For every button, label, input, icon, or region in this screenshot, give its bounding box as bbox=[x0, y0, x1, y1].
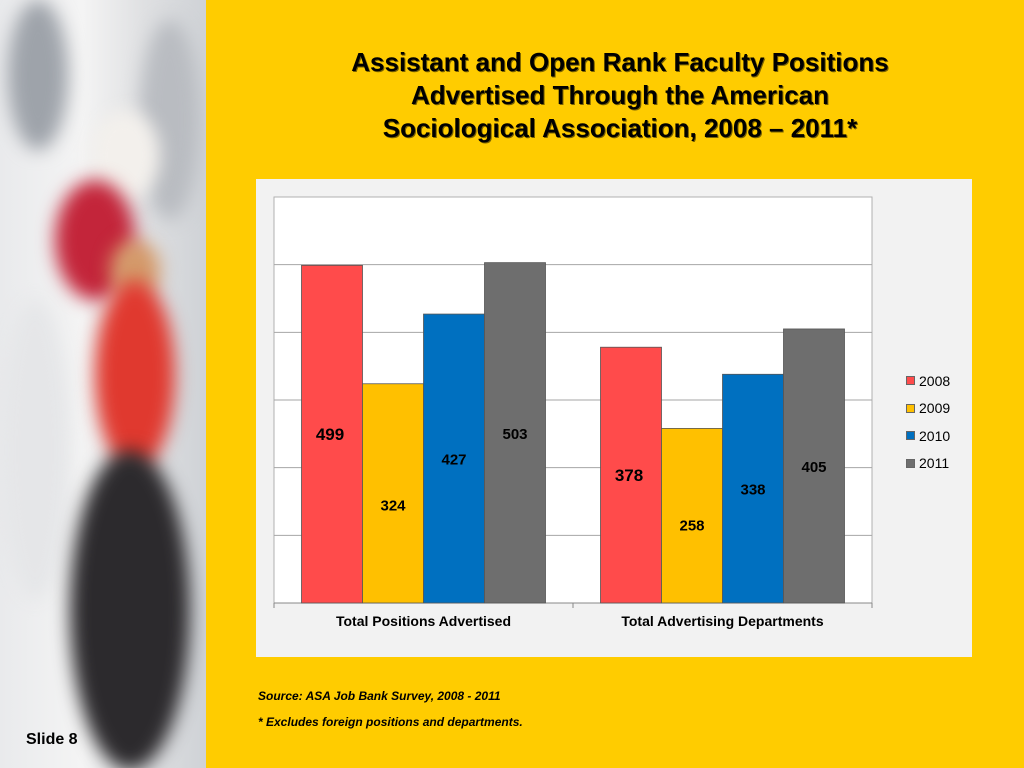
legend-item: 2010 bbox=[906, 422, 950, 450]
legend-label: 2008 bbox=[919, 373, 950, 389]
photo-blur-shape bbox=[8, 0, 68, 150]
source-note: Source: ASA Job Bank Survey, 2008 - 2011 bbox=[258, 689, 501, 703]
data-label: 499 bbox=[316, 425, 344, 444]
slide-number: Slide 8 bbox=[26, 731, 78, 749]
data-label: 503 bbox=[502, 426, 527, 443]
legend-swatch bbox=[906, 404, 915, 413]
bar bbox=[363, 384, 424, 603]
slide-title-line: Advertised Through the American bbox=[240, 79, 1000, 112]
legend-item: 2009 bbox=[906, 395, 950, 423]
legend-swatch bbox=[906, 376, 915, 385]
data-label: 258 bbox=[679, 517, 704, 534]
legend-swatch bbox=[906, 431, 915, 440]
photo-blur-shape bbox=[0, 300, 70, 600]
data-label: 338 bbox=[740, 482, 765, 499]
chart-panel: 499 324 427 503 Total Positions Advertised 37… bbox=[256, 179, 972, 657]
photo-blur-shape bbox=[70, 450, 190, 768]
slide-title-line: Sociological Association, 2008 – 2011* bbox=[240, 112, 1000, 145]
data-label: 324 bbox=[380, 497, 406, 514]
slide-title: Assistant and Open Rank Faculty Position… bbox=[240, 46, 1000, 145]
legend-item: 2008 bbox=[906, 367, 950, 395]
bar-chart: 499 324 427 503 Total Positions Advertised 37… bbox=[256, 179, 972, 657]
bar bbox=[662, 428, 723, 603]
legend-label: 2011 bbox=[919, 455, 949, 471]
legend-label: 2010 bbox=[919, 428, 950, 444]
data-label: 378 bbox=[615, 466, 643, 485]
data-label: 405 bbox=[801, 459, 826, 476]
background-photo bbox=[0, 0, 206, 768]
exclusion-note: * Excludes foreign positions and departm… bbox=[258, 715, 523, 729]
chart-legend: 2008 2009 2010 2011 bbox=[906, 367, 950, 477]
photo-blur-shape bbox=[140, 20, 200, 220]
x-tick-label: Total Positions Advertised bbox=[336, 613, 511, 629]
data-label: 427 bbox=[441, 452, 466, 469]
legend-label: 2009 bbox=[919, 400, 950, 416]
legend-item: 2011 bbox=[906, 450, 950, 478]
legend-swatch bbox=[906, 459, 915, 468]
photo-blur-shape bbox=[95, 280, 175, 470]
slide-title-line: Assistant and Open Rank Faculty Position… bbox=[240, 46, 1000, 79]
x-tick-label: Total Advertising Departments bbox=[621, 613, 823, 629]
